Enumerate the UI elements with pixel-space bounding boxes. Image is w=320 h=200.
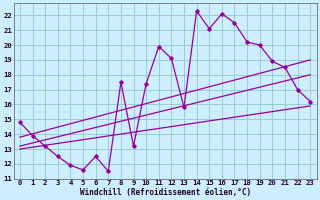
X-axis label: Windchill (Refroidissement éolien,°C): Windchill (Refroidissement éolien,°C) — [79, 188, 251, 197]
